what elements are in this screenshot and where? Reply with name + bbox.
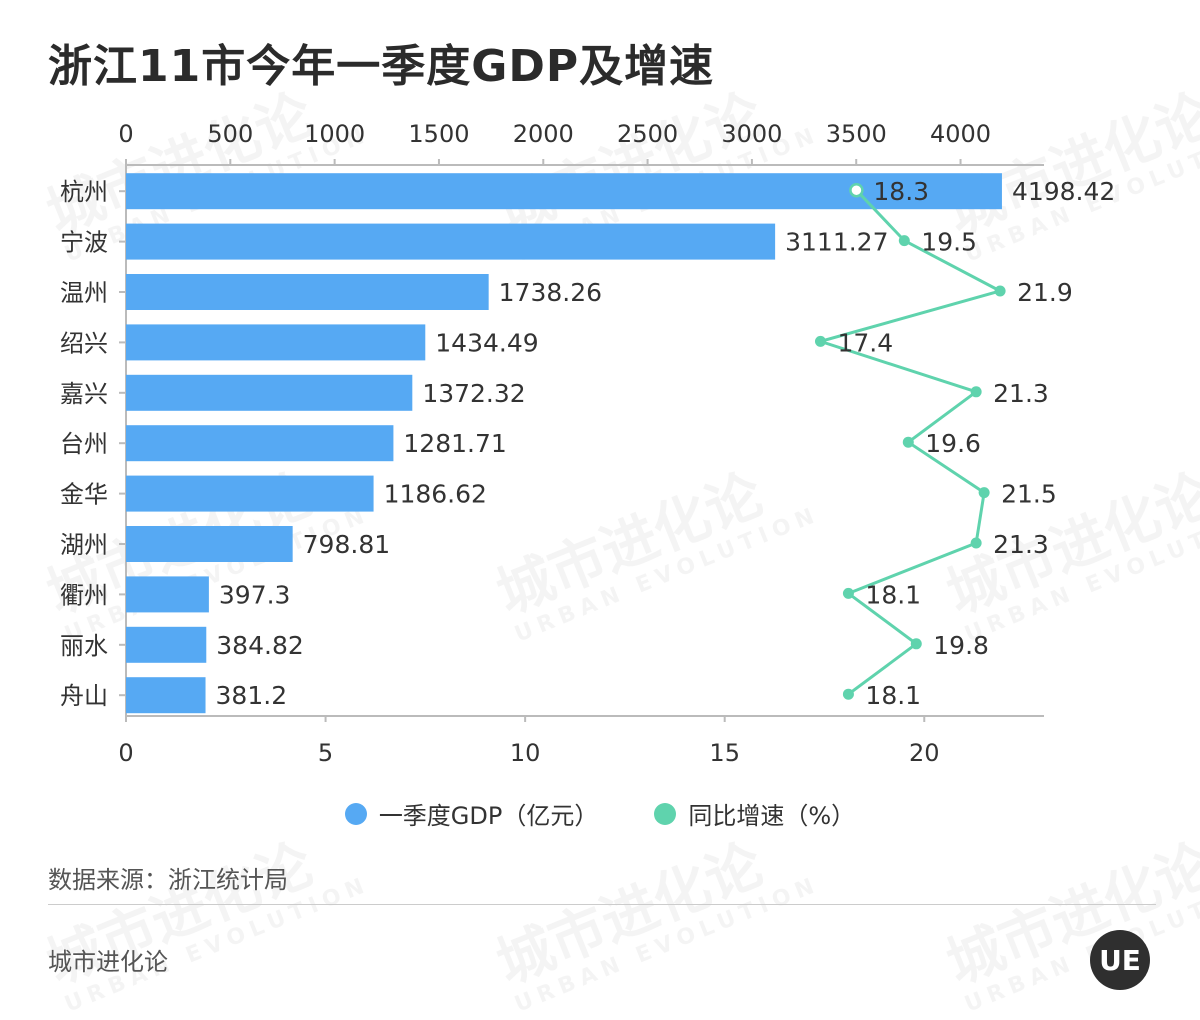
growth-point xyxy=(898,235,910,247)
top-axis-tick-label: 2000 xyxy=(513,120,574,148)
legend-dot-growth xyxy=(654,802,677,825)
top-axis-tick-label: 4000 xyxy=(930,120,991,148)
gdp-value-label: 384.82 xyxy=(216,631,303,660)
gdp-bar xyxy=(126,425,394,462)
bottom-axis-tick-label: 10 xyxy=(510,739,541,767)
legend-label-growth: 同比增速（%） xyxy=(688,802,856,830)
gdp-value-label: 1281.71 xyxy=(403,429,506,458)
growth-value-label: 18.1 xyxy=(865,681,921,710)
gdp-bar xyxy=(126,677,206,714)
growth-value-label: 21.5 xyxy=(1001,480,1057,509)
top-axis-tick-label: 1000 xyxy=(304,120,365,148)
gdp-value-label: 397.3 xyxy=(219,580,291,609)
gdp-bar xyxy=(126,526,293,562)
growth-value-label: 21.3 xyxy=(993,530,1049,559)
bottom-axis-tick-label: 5 xyxy=(318,739,333,767)
category-label: 丽水 xyxy=(60,632,108,660)
bottom-axis-tick-label: 15 xyxy=(709,739,740,767)
growth-value-label: 19.5 xyxy=(921,228,977,257)
gdp-bar xyxy=(126,576,209,613)
growth-point xyxy=(849,182,864,198)
growth-value-label: 19.6 xyxy=(925,429,981,458)
growth-value-label: 17.4 xyxy=(837,328,893,357)
top-axis-tick-label: 3000 xyxy=(721,120,782,148)
category-label: 宁波 xyxy=(60,229,108,257)
gdp-value-label: 3111.27 xyxy=(785,228,888,257)
watermark: 城市进化论 URBAN EVOLUTION xyxy=(933,802,1200,1018)
gdp-value-label: 1372.32 xyxy=(422,379,525,408)
top-axis-tick-label: 500 xyxy=(207,120,253,148)
brand-name: 城市进化论 xyxy=(48,948,168,976)
watermark-cn: 城市进化论 xyxy=(938,832,1200,997)
data-source: 数据来源：浙江统计局 xyxy=(48,866,288,894)
watermark: 城市进化论 URBAN EVOLUTION xyxy=(483,802,823,1018)
brand-logo: UE xyxy=(1090,930,1150,990)
top-axis-tick-label: 3500 xyxy=(826,120,887,148)
growth-point xyxy=(814,335,826,347)
growth-point xyxy=(994,285,1006,297)
top-axis-tick-label: 1500 xyxy=(408,120,469,148)
category-label: 嘉兴 xyxy=(60,380,108,408)
category-label: 杭州 xyxy=(60,178,108,206)
category-label: 绍兴 xyxy=(60,329,108,357)
growth-point xyxy=(910,638,922,650)
growth-value-label: 21.9 xyxy=(1017,278,1073,307)
gdp-value-label: 1738.26 xyxy=(499,278,602,307)
gdp-value-label: 4198.42 xyxy=(1012,177,1115,206)
gdp-bar xyxy=(126,374,413,411)
growth-value-label: 19.8 xyxy=(933,631,989,660)
gdp-value-label: 798.81 xyxy=(303,530,390,559)
watermark-en: URBAN EVOLUTION xyxy=(511,872,823,1017)
legend-item-growth[interactable]: 同比增速（%） xyxy=(654,796,855,831)
gdp-bar xyxy=(126,626,207,663)
growth-point xyxy=(842,688,854,700)
top-axis-tick-label: 2500 xyxy=(617,120,678,148)
gdp-value-label: 1186.62 xyxy=(384,480,487,509)
gdp-value-label: 1434.49 xyxy=(435,328,538,357)
bottom-axis-tick-label: 0 xyxy=(118,739,133,767)
legend: 一季度GDP（亿元） 同比增速（%） xyxy=(0,796,1200,831)
top-axis-tick-label: 0 xyxy=(118,120,133,148)
growth-point xyxy=(842,587,854,599)
watermark: 城市进化论 URBAN EVOLUTION xyxy=(33,802,373,1018)
chart-title: 浙江11市今年一季度GDP及增速 xyxy=(48,41,715,92)
legend-item-gdp[interactable]: 一季度GDP（亿元） xyxy=(344,796,599,831)
gdp-bar xyxy=(126,223,776,260)
category-label: 湖州 xyxy=(60,531,108,559)
growth-value-label: 18.3 xyxy=(873,177,929,206)
category-label: 台州 xyxy=(60,430,108,458)
gdp-value-label: 381.2 xyxy=(216,681,288,710)
category-label: 温州 xyxy=(60,279,108,307)
growth-point xyxy=(902,436,914,448)
category-label: 金华 xyxy=(60,481,108,509)
gdp-bar xyxy=(126,274,489,310)
category-label: 舟山 xyxy=(60,682,108,710)
growth-point xyxy=(970,537,982,549)
legend-dot-gdp xyxy=(344,802,367,825)
legend-label-gdp: 一季度GDP（亿元） xyxy=(378,802,599,830)
growth-point xyxy=(978,487,990,499)
divider xyxy=(48,904,1156,905)
watermark-cn: 城市进化论 xyxy=(488,832,772,997)
bottom-axis-tick-label: 20 xyxy=(909,739,940,767)
category-label: 衢州 xyxy=(60,581,108,609)
gdp-bar xyxy=(126,475,374,512)
chart-svg: 0 500 1000 1500 2000 2500 3000 3500 4000 0 5 10 15 20… xyxy=(60,120,1115,767)
growth-point xyxy=(970,386,982,398)
growth-value-label: 18.1 xyxy=(865,580,921,609)
watermark-en: URBAN EVOLUTION xyxy=(961,872,1200,1017)
growth-value-label: 21.3 xyxy=(993,379,1049,408)
gdp-bar xyxy=(126,324,426,361)
